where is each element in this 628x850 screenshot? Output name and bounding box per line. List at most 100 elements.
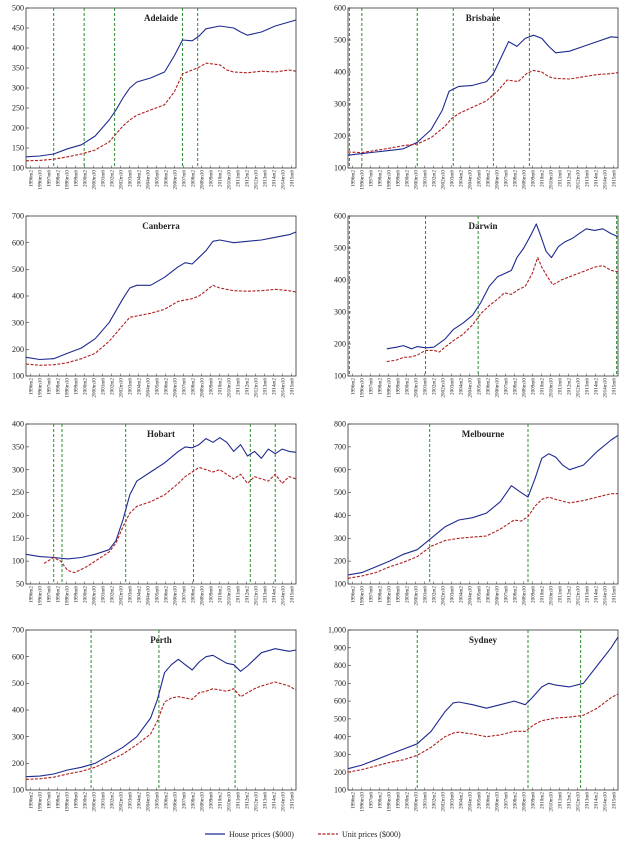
- x-tick-label: 2007m6: [503, 378, 509, 395]
- x-tick-label: 2001m6: [422, 586, 428, 603]
- series-house-prices: [347, 636, 619, 770]
- x-tick-label: 1999m6: [395, 586, 401, 603]
- x-tick-label: 2005m6: [476, 792, 482, 809]
- series-unit-prices: [25, 284, 297, 366]
- x-tick-label: 1996m2: [28, 170, 34, 187]
- x-tick-label: 1996m10: [37, 170, 43, 190]
- x-tick-label: 2011m6: [557, 170, 563, 187]
- x-tick-label: 2008m2: [190, 792, 196, 809]
- x-tick-label: 2012m10: [575, 586, 581, 606]
- x-tick-label: 2000m2: [82, 792, 88, 809]
- y-tick-label: 100: [12, 786, 24, 795]
- x-tick-label: 2011m6: [235, 170, 241, 187]
- x-tick-label: 2007m6: [181, 378, 187, 395]
- y-tick-label: 250: [12, 104, 24, 113]
- x-tick-label: 2000m2: [404, 792, 410, 809]
- x-tick-label: 1997m6: [368, 170, 374, 187]
- x-tick-label: 2002m10: [118, 586, 124, 606]
- x-tick-label: 2005m6: [154, 378, 160, 395]
- x-tick-label: 1998m2: [55, 378, 61, 395]
- y-tick-label: 500: [334, 488, 346, 497]
- x-tick-label: 2010m10: [548, 378, 554, 398]
- y-tick-label: 600: [12, 652, 24, 661]
- x-tick-label: 2001m6: [100, 170, 106, 187]
- y-tick-label: 350: [12, 442, 24, 451]
- y-tick-label: 500: [12, 4, 24, 13]
- series-unit-prices: [347, 493, 618, 579]
- y-tick-label: 200: [12, 759, 24, 768]
- x-tick-label: 2004m10: [467, 792, 473, 812]
- plot-frame: [347, 7, 619, 169]
- x-tick-label: 2000m10: [91, 378, 97, 398]
- x-tick-label: 1999m6: [73, 170, 79, 187]
- x-tick-label: 1996m2: [28, 792, 34, 809]
- x-tick-label: 1996m2: [350, 170, 356, 187]
- y-tick-label: 300: [334, 534, 346, 543]
- legend-unit-label: Unit prices ($000): [342, 830, 401, 839]
- y-tick-label: 250: [12, 488, 24, 497]
- x-tick-label: 2003m6: [127, 792, 133, 809]
- x-tick-label: 2012m2: [566, 792, 572, 809]
- x-tick-label: 2006m10: [494, 586, 500, 606]
- x-tick-label: 2013m6: [584, 586, 590, 603]
- x-tick-label: 2010m10: [548, 170, 554, 190]
- x-tick-label: 2014m2: [593, 586, 599, 603]
- y-tick-label: 800: [334, 661, 346, 670]
- x-tick-label: 2015m6: [289, 378, 295, 395]
- x-tick-label: 1999m6: [73, 378, 79, 395]
- x-tick-label: 2010m2: [217, 378, 223, 395]
- x-tick-label: 2004m2: [458, 586, 464, 603]
- x-tick-label: 2002m2: [431, 792, 437, 809]
- x-tick-label: 2014m2: [593, 378, 599, 395]
- x-tick-label: 2008m2: [190, 378, 196, 395]
- series-unit-prices: [347, 693, 619, 773]
- x-tick-label: 2014m10: [280, 586, 286, 606]
- x-tick-label: 2002m2: [431, 170, 437, 187]
- y-tick-label: 100: [334, 580, 346, 589]
- x-tick-label: 2012m10: [575, 170, 581, 190]
- x-tick-label: 1998m10: [64, 170, 70, 190]
- y-tick-label: 200: [12, 124, 24, 133]
- x-tick-label: 2011m6: [235, 378, 241, 395]
- y-tick-label: 300: [334, 100, 346, 109]
- x-tick-label: 1998m10: [64, 586, 70, 606]
- plot-frame: [347, 629, 619, 791]
- x-tick-label: 2002m2: [431, 586, 437, 603]
- x-tick-label: 1996m10: [37, 792, 43, 812]
- x-tick-label: 2006m2: [485, 792, 491, 809]
- x-tick-label: 2014m10: [602, 170, 608, 190]
- x-tick-label: 1998m2: [55, 792, 61, 809]
- x-tick-label: 2004m10: [145, 170, 151, 190]
- x-tick-label: 2006m2: [485, 586, 491, 603]
- x-tick-label: 1999m6: [395, 792, 401, 809]
- plot-frame: [25, 423, 297, 585]
- y-tick-label: 300: [12, 318, 24, 327]
- x-tick-label: 2004m10: [145, 586, 151, 606]
- x-tick-label: 1998m10: [386, 170, 392, 190]
- x-tick-label: 1996m2: [350, 378, 356, 395]
- x-tick-label: 2000m10: [91, 586, 97, 606]
- y-tick-label: 350: [12, 64, 24, 73]
- x-tick-label: 2005m6: [476, 170, 482, 187]
- x-tick-label: 2014m10: [280, 792, 286, 812]
- x-tick-label: 1997m6: [368, 792, 374, 809]
- chart-title: Brisbane: [466, 13, 501, 23]
- x-tick-label: 2010m2: [539, 378, 545, 395]
- x-tick-label: 2008m10: [521, 378, 527, 398]
- x-tick-label: 2004m10: [145, 792, 151, 812]
- x-tick-label: 2008m2: [190, 170, 196, 187]
- x-tick-label: 1999m6: [73, 586, 79, 603]
- x-tick-label: 2006m2: [163, 170, 169, 187]
- x-tick-label: 2012m10: [253, 792, 259, 812]
- x-tick-label: 1998m2: [377, 378, 383, 395]
- y-tick-label: 100: [334, 164, 346, 173]
- chart-perth: 100 200 300 400 500 600 700 1996m2 1996m10 1997m6…: [12, 626, 297, 812]
- y-tick-label: 100: [12, 557, 24, 566]
- y-tick-label: 150: [12, 144, 24, 153]
- chart-title: Melbourne: [462, 429, 505, 439]
- x-tick-label: 1996m2: [350, 792, 356, 809]
- series-house-prices: [25, 437, 297, 560]
- x-tick-label: 2013m6: [262, 586, 268, 603]
